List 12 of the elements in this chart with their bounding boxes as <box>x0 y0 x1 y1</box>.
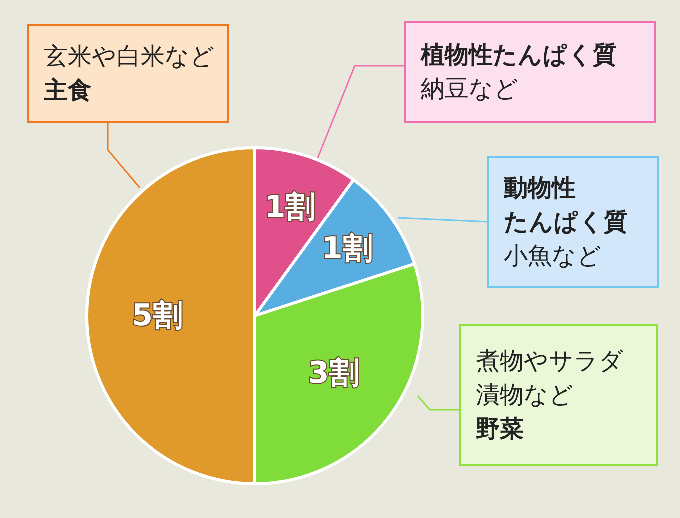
data-label: 5割 <box>132 298 183 334</box>
slice-label: 主食 <box>43 76 92 104</box>
slice-label: 植物性たんぱく質 <box>420 41 617 69</box>
text: 煮物やサラダ漬物など <box>476 347 624 409</box>
text: 小魚など <box>504 242 602 270</box>
data-label: 3割 <box>308 356 360 391</box>
slice-label: 動物性たんぱく質 <box>503 174 628 236</box>
text: 玄米や白米など <box>44 42 215 70</box>
data-label: 1割 <box>264 190 316 225</box>
slice-label: 野菜 <box>476 415 524 443</box>
data-label: 1割 <box>322 231 373 266</box>
text: 納豆など <box>421 75 519 103</box>
